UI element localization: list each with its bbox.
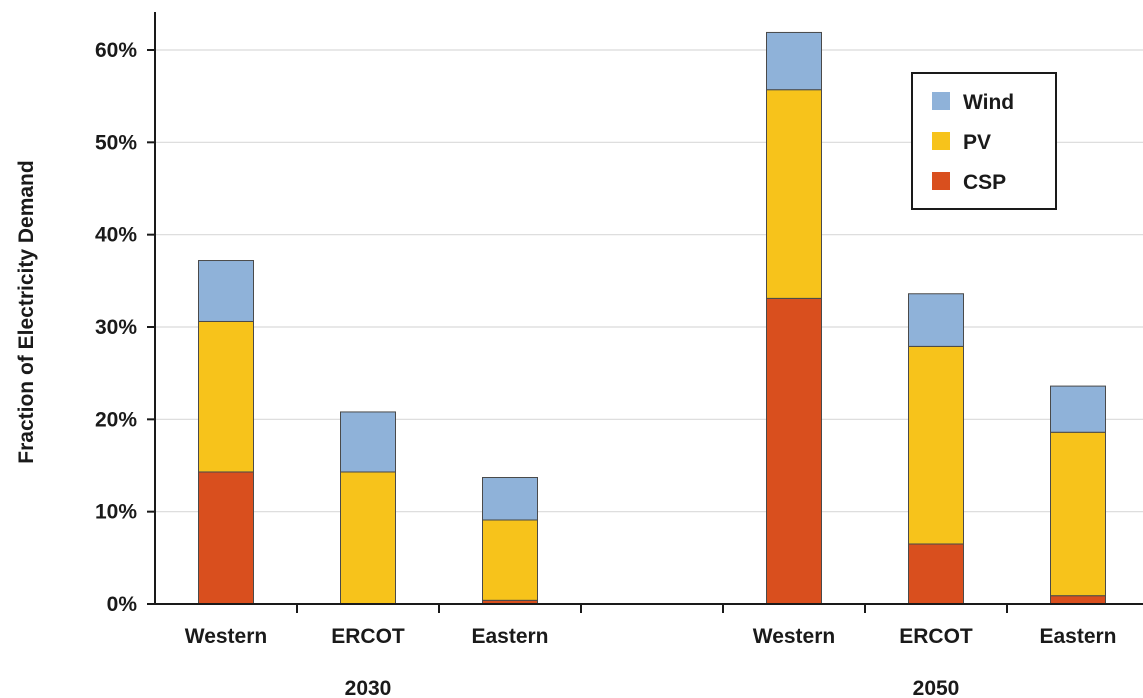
bar-csp-eastern-2050: [1050, 595, 1106, 605]
category-labels: Western ERCOT Eastern Western ERCOT Eastern: [185, 625, 1117, 648]
bar-wind-eastern-2050: [1050, 385, 1106, 433]
y-tick-label: 40%: [95, 224, 137, 247]
y-tick-label: 50%: [95, 131, 137, 154]
y-tick-label: 20%: [95, 408, 137, 431]
category-label: Eastern: [1039, 625, 1116, 648]
category-label: Western: [185, 625, 267, 648]
legend-label-pv: PV: [963, 131, 991, 154]
group-label: 2030: [345, 677, 392, 698]
bar-pv-eastern-2050: [1050, 431, 1106, 597]
group-label: 2050: [913, 677, 960, 698]
bar-pv-western-2050: [766, 89, 822, 299]
y-tick-label: 30%: [95, 316, 137, 339]
category-label: ERCOT: [331, 625, 405, 648]
legend-swatch-csp: [932, 172, 950, 190]
axes: [154, 12, 1143, 613]
y-tick-labels: 0% 10% 20% 30% 40% 50% 60%: [95, 39, 155, 616]
y-tick-label: 0%: [107, 593, 138, 616]
group-labels: 2030 2050: [345, 677, 960, 698]
bar-wind-eastern-2030: [482, 477, 538, 521]
legend-label-csp: CSP: [963, 171, 1006, 194]
category-label: Eastern: [471, 625, 548, 648]
bar-wind-western-2030: [198, 260, 254, 322]
bar-wind-ercot-2050: [908, 293, 964, 347]
legend-swatch-wind: [932, 92, 950, 110]
bar-wind-western-2050: [766, 31, 822, 91]
bar-csp-western-2050: [766, 297, 822, 605]
bar-pv-eastern-2030: [482, 519, 538, 601]
bars: [198, 31, 1106, 605]
y-tick-label: 60%: [95, 39, 137, 62]
bar-csp-western-2030: [198, 471, 254, 605]
y-tick-label: 10%: [95, 501, 137, 524]
legend-swatch-pv: [932, 132, 950, 150]
bar-csp-ercot-2050: [908, 543, 964, 605]
y-axis-label: Fraction of Electricity Demand: [15, 160, 38, 463]
bar-pv-western-2030: [198, 320, 254, 473]
bar-pv-ercot-2050: [908, 345, 964, 545]
legend: Wind PV CSP: [911, 72, 1057, 210]
legend-label-wind: Wind: [963, 91, 1014, 114]
category-label: ERCOT: [899, 625, 973, 648]
gridlines: [155, 49, 1143, 513]
bar-wind-ercot-2030: [340, 411, 396, 473]
bar-pv-ercot-2030: [340, 471, 396, 605]
category-label: Western: [753, 625, 835, 648]
